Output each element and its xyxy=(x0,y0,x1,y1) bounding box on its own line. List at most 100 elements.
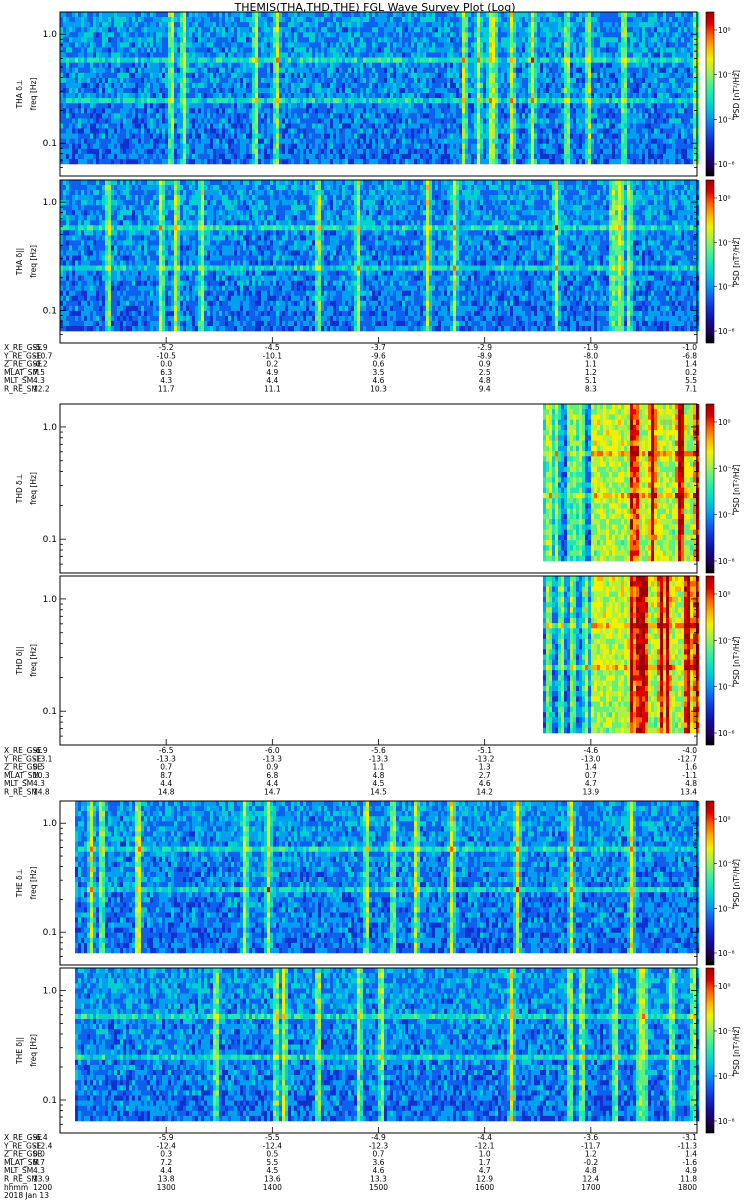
y-tick-label: 0.1 xyxy=(43,707,57,717)
ephemeris-value: 0.0 xyxy=(160,360,172,369)
y-axis-label: freq [Hz] xyxy=(29,472,38,505)
y-axis-label: freq [Hz] xyxy=(29,867,38,900)
colorbar-tick-label: 10⁻⁶ xyxy=(718,949,735,958)
ephemeris-value: -2.9 xyxy=(477,343,492,352)
y-axis-title: THE δ|| xyxy=(15,1037,24,1065)
ephemeris-value: 5.1 xyxy=(585,376,597,385)
ephemeris-value: 0.2 xyxy=(685,368,697,377)
ephemeris-value: -5.9 xyxy=(33,343,48,352)
ephemeris-value: 3.5 xyxy=(373,368,385,377)
ephemeris-value: -8.0 xyxy=(584,351,599,360)
ephemeris-value: 12.9 xyxy=(476,1175,493,1184)
ephemeris-value: 10.3 xyxy=(33,771,50,780)
ephemeris-value: 4.4 xyxy=(266,779,278,788)
y-axis-title: THA δ|| xyxy=(15,248,24,276)
colorbar-tick-label: 10⁻² xyxy=(718,464,735,473)
colorbar: 10⁰ 10⁻² 10⁻⁴ 10⁻⁶ PSD [nT²/Hz] xyxy=(705,800,741,966)
probe-group-the: 1.0 0.1 THE δ⊥ freq [Hz] 10⁰ 10⁻² 10⁻⁴ 10⁻⁶ PSD … xyxy=(3,800,741,1200)
ephemeris-value: -13.3 xyxy=(369,754,389,763)
heatmap-cells xyxy=(543,404,700,562)
colorbar-label: PSD [nT²/Hz] xyxy=(732,637,741,685)
ephemeris-row-label: 2018 Jan 13 xyxy=(4,1191,49,1200)
ephemeris-value: 1.2 xyxy=(585,368,597,377)
ephemeris-value: 7.2 xyxy=(160,1158,172,1167)
ephemeris-value: -1.6 xyxy=(682,1158,697,1167)
ephemeris-value: 4.4 xyxy=(160,1166,172,1175)
ephemeris-value: -0.2 xyxy=(33,360,48,369)
colorbar-tick-label: 10⁻⁴ xyxy=(718,683,735,692)
ephemeris-value: 0.3 xyxy=(160,1150,172,1159)
ephemeris-value: 0.9 xyxy=(266,763,278,772)
y-tick-label: 0.1 xyxy=(43,928,57,938)
ephemeris-value: -3.6 xyxy=(584,1133,599,1142)
ephemeris-value: 6.8 xyxy=(266,771,278,780)
colorbar-tick-label: 10⁻² xyxy=(718,860,735,869)
panel-frame xyxy=(59,11,698,177)
y-axis-label: freq [Hz] xyxy=(29,78,38,111)
colorbar-label: PSD [nT²/Hz] xyxy=(732,70,741,118)
ephemeris-value: 4.6 xyxy=(373,376,385,385)
ephemeris-value: 11.1 xyxy=(264,385,281,394)
ephemeris-value: 4.7 xyxy=(585,779,597,788)
ephemeris-value: -10.1 xyxy=(263,351,283,360)
ephemeris-row-label: Y_RE_GSE xyxy=(3,351,42,360)
ephemeris-value: -13.2 xyxy=(475,754,495,763)
ephemeris-row-label: Z_RE_GSE xyxy=(4,763,42,772)
ephemeris-row-label: MLT_SM xyxy=(4,376,33,385)
ephemeris-value: 0.5 xyxy=(266,1150,278,1159)
spectrogram-panel: 1.0 0.1 THA δ|| freq [Hz] 10⁰ 10⁻² 10⁻⁴ 10⁻⁶ PSD… xyxy=(15,179,741,344)
ephemeris-value: -6.0 xyxy=(265,746,280,755)
ephemeris-value: 0.9 xyxy=(479,360,491,369)
colorbar-label: PSD [nT²/Hz] xyxy=(732,465,741,513)
colorbar-label: PSD [nT²/Hz] xyxy=(732,238,741,286)
ephemeris-value: -10.5 xyxy=(156,351,176,360)
y-tick-label: 0.1 xyxy=(43,139,57,149)
ephemeris-value: 14.8 xyxy=(158,788,175,797)
colorbar: 10⁰ 10⁻² 10⁻⁴ 10⁻⁶ PSD [nT²/Hz] xyxy=(705,575,741,746)
colorbar-tick-label: 10⁰ xyxy=(718,590,731,599)
ephemeris-value: 1200 xyxy=(33,1183,52,1192)
colorbar-tick-label: 10⁰ xyxy=(718,26,731,35)
ephemeris-value: -4.6 xyxy=(584,746,599,755)
y-tick-label: 0.1 xyxy=(43,306,57,316)
colorbar: 10⁰ 10⁻² 10⁻⁴ 10⁻⁶ PSD [nT²/Hz] xyxy=(705,11,741,177)
ephemeris-value: 13.3 xyxy=(370,1175,387,1184)
ephemeris-row-label: X_RE_GSE xyxy=(4,746,42,755)
ephemeris-value: -12.4 xyxy=(263,1141,283,1150)
ephemeris-value: -6.9 xyxy=(33,746,48,755)
ephemeris-value: -5.6 xyxy=(371,746,386,755)
colorbar-tick-label: 10⁻² xyxy=(718,71,735,80)
colorbar-label: PSD [nT²/Hz] xyxy=(732,859,741,907)
ephemeris-value: 4.3 xyxy=(33,376,45,385)
ephemeris-row-label: Z_RE_GSE xyxy=(4,1150,42,1159)
ephemeris-value: 4.4 xyxy=(160,779,172,788)
ephemeris-table: X_RE_GSE-6.4 -5.9 -5.5 -4.9 -4.4 -3.6 -3.1 Y_RE… xyxy=(3,1133,697,1200)
ephemeris-value: 13.4 xyxy=(680,788,697,797)
ephemeris-value: 1.4 xyxy=(685,360,697,369)
ephemeris-value: 5.5 xyxy=(266,1158,278,1167)
ephemeris-value: 2.7 xyxy=(479,771,491,780)
ephemeris-value: 4.5 xyxy=(373,779,385,788)
y-axis-label: freq [Hz] xyxy=(29,644,38,677)
ephemeris-value: 1.6 xyxy=(685,763,697,772)
ephemeris-value: 0.0 xyxy=(33,1150,45,1159)
ephemeris-value: 4.9 xyxy=(266,368,278,377)
ephemeris-value: 1500 xyxy=(369,1183,388,1192)
ephemeris-value: -5.9 xyxy=(159,1133,174,1142)
ephemeris-value: 9.4 xyxy=(479,385,491,394)
colorbar: 10⁰ 10⁻² 10⁻⁴ 10⁻⁶ PSD [nT²/Hz] xyxy=(705,179,741,344)
ephemeris-value: -10.7 xyxy=(33,351,53,360)
colorbar-tick-label: 10⁻⁴ xyxy=(718,115,735,124)
ephemeris-value: 1.1 xyxy=(585,360,597,369)
colorbar-tick-label: 10⁰ xyxy=(718,815,731,824)
ephemeris-value: 7.1 xyxy=(685,385,697,394)
colorbar-tick-label: 10⁻⁶ xyxy=(718,557,735,566)
ephemeris-value: -0.2 xyxy=(584,1158,599,1167)
colorbar-label: PSD [nT²/Hz] xyxy=(732,1027,741,1075)
ephemeris-value: -1.0 xyxy=(682,343,697,352)
colorbar-tick-label: 10⁰ xyxy=(718,418,731,427)
ephemeris-value: 1.2 xyxy=(585,1150,597,1159)
ephemeris-value: 7.5 xyxy=(33,368,45,377)
ephemeris-value: -6.8 xyxy=(682,351,697,360)
ephemeris-value: 1.4 xyxy=(685,1150,697,1159)
